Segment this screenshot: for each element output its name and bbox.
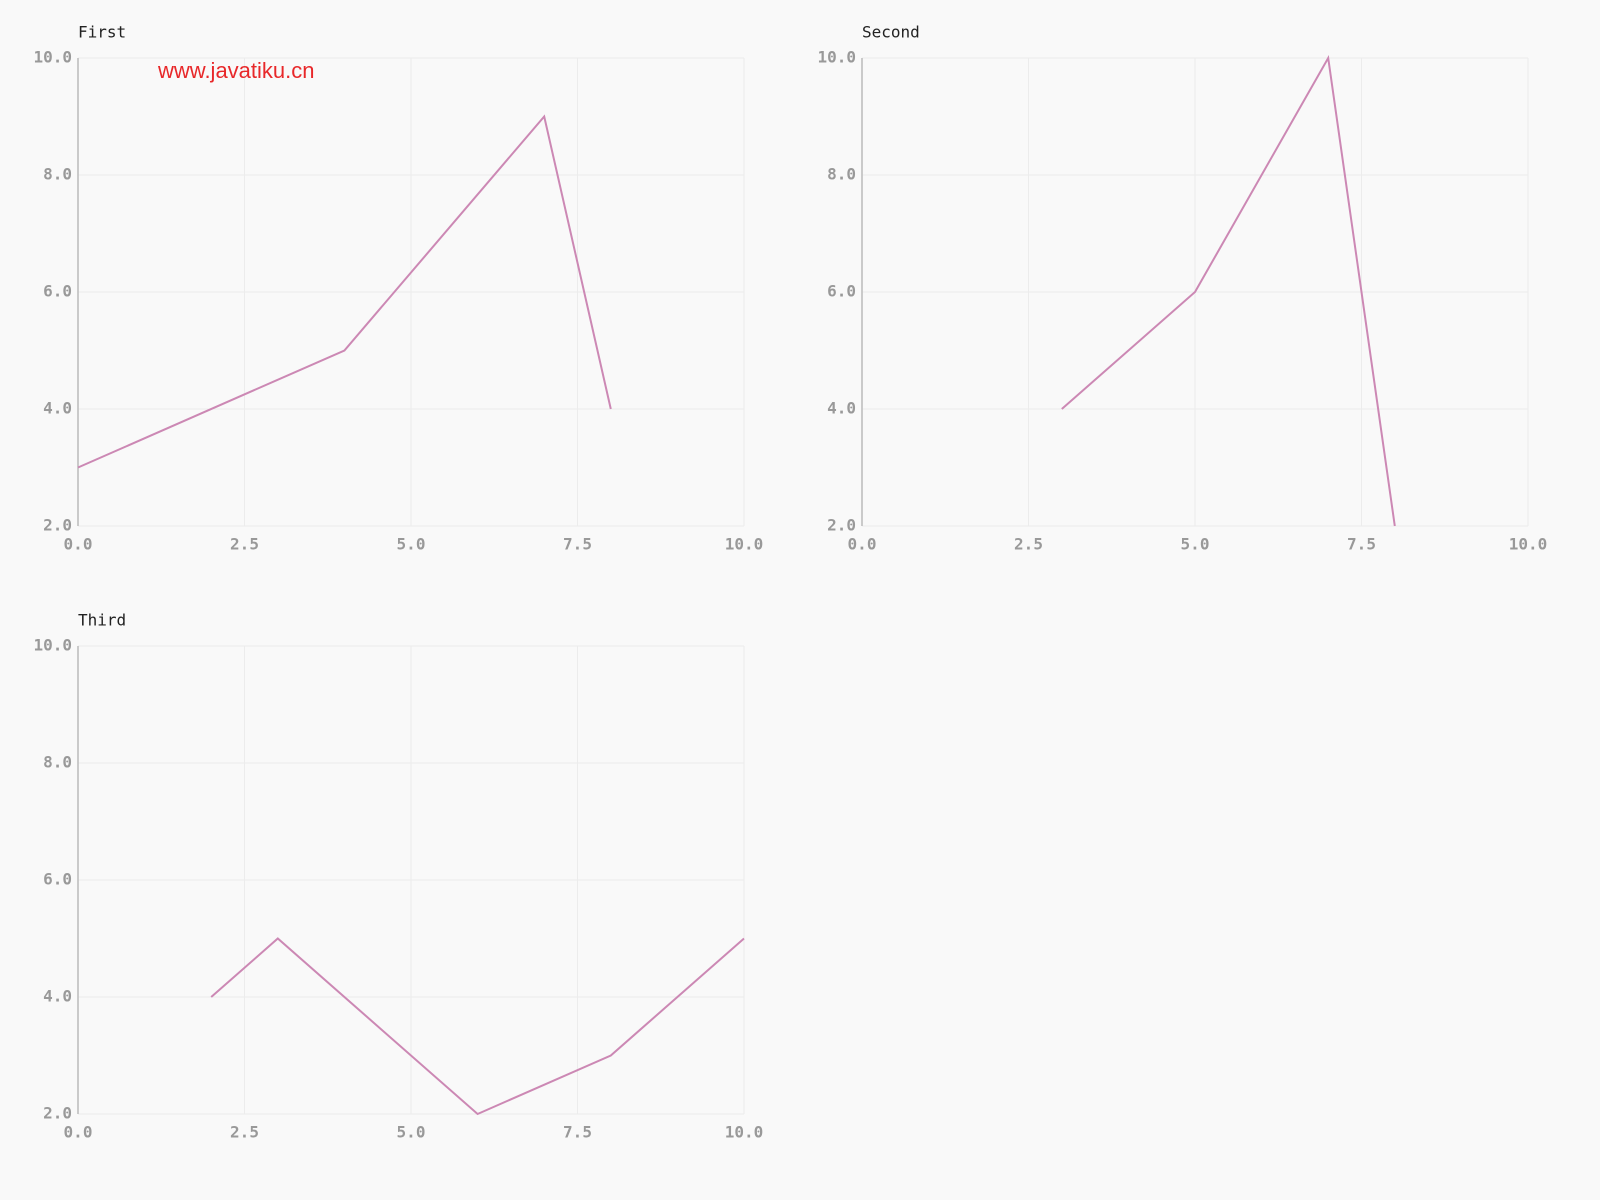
y-tick-label: 4.0 <box>43 987 72 1006</box>
y-tick-label: 10.0 <box>33 48 72 67</box>
x-tick-label: 5.0 <box>397 535 426 554</box>
x-tick-label: 2.5 <box>230 1123 259 1142</box>
x-tick-label: 0.0 <box>64 535 93 554</box>
x-tick-label: 5.0 <box>1181 535 1210 554</box>
y-tick-label: 10.0 <box>33 636 72 655</box>
y-tick-label: 4.0 <box>43 399 72 418</box>
x-tick-label: 10.0 <box>1509 535 1548 554</box>
x-tick-label: 7.5 <box>563 535 592 554</box>
line <box>210 937 745 1116</box>
chart-title: Third <box>78 611 126 630</box>
y-tick-label: 6.0 <box>43 282 72 301</box>
line <box>77 114 612 469</box>
x-tick-label: 0.0 <box>64 1123 93 1142</box>
x-tick-label: 0.0 <box>848 535 877 554</box>
y-tick-label: 2.0 <box>43 1104 72 1123</box>
watermark: www.javatiku.cn <box>157 58 315 83</box>
x-tick-label: 10.0 <box>725 1123 764 1142</box>
y-tick-label: 6.0 <box>43 870 72 889</box>
chart-title: Second <box>862 23 920 42</box>
x-tick-label: 5.0 <box>397 1123 426 1142</box>
y-tick-label: 10.0 <box>817 48 856 67</box>
y-tick-label: 4.0 <box>827 399 856 418</box>
x-tick-label: 10.0 <box>725 535 764 554</box>
x-tick-label: 2.5 <box>1014 535 1043 554</box>
y-tick-label: 8.0 <box>43 753 72 772</box>
chart-title: First <box>78 23 126 42</box>
x-tick-label: 7.5 <box>563 1123 592 1142</box>
y-tick-label: 6.0 <box>827 282 856 301</box>
y-tick-label: 8.0 <box>827 165 856 184</box>
line <box>1061 54 1396 527</box>
x-tick-label: 7.5 <box>1347 535 1376 554</box>
y-tick-label: 8.0 <box>43 165 72 184</box>
y-tick-label: 2.0 <box>827 516 856 535</box>
x-tick-label: 2.5 <box>230 535 259 554</box>
y-tick-label: 2.0 <box>43 516 72 535</box>
